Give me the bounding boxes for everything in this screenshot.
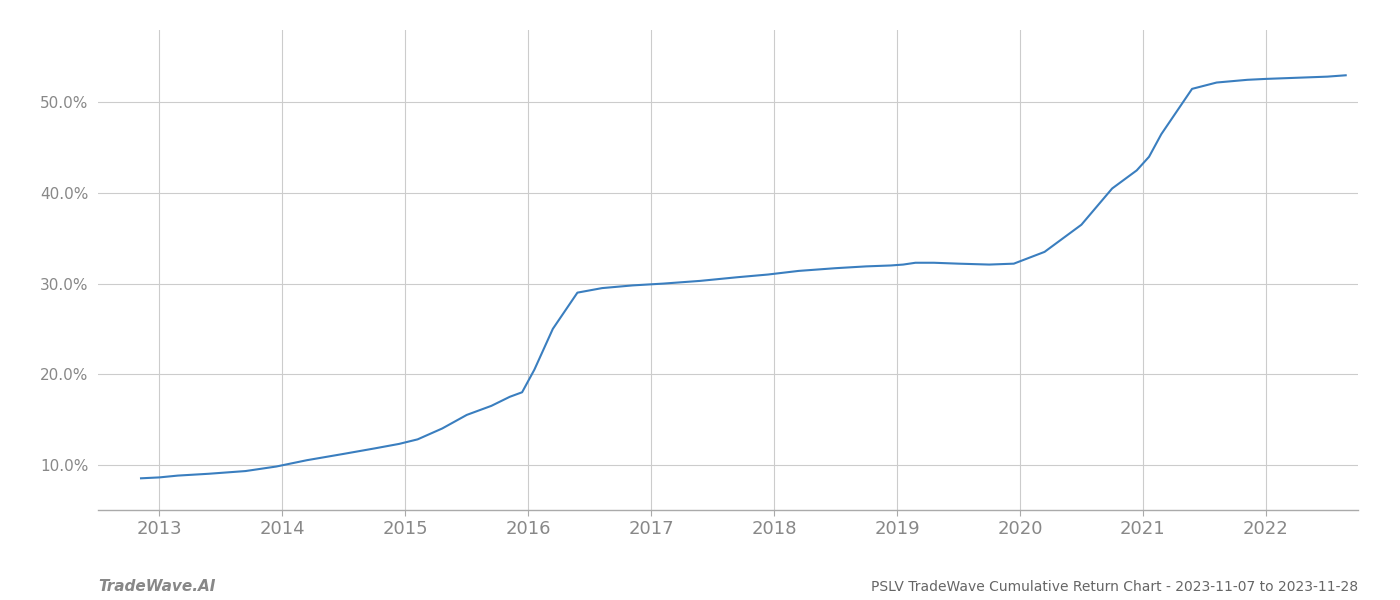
Text: TradeWave.AI: TradeWave.AI (98, 579, 216, 594)
Text: PSLV TradeWave Cumulative Return Chart - 2023-11-07 to 2023-11-28: PSLV TradeWave Cumulative Return Chart -… (871, 580, 1358, 594)
